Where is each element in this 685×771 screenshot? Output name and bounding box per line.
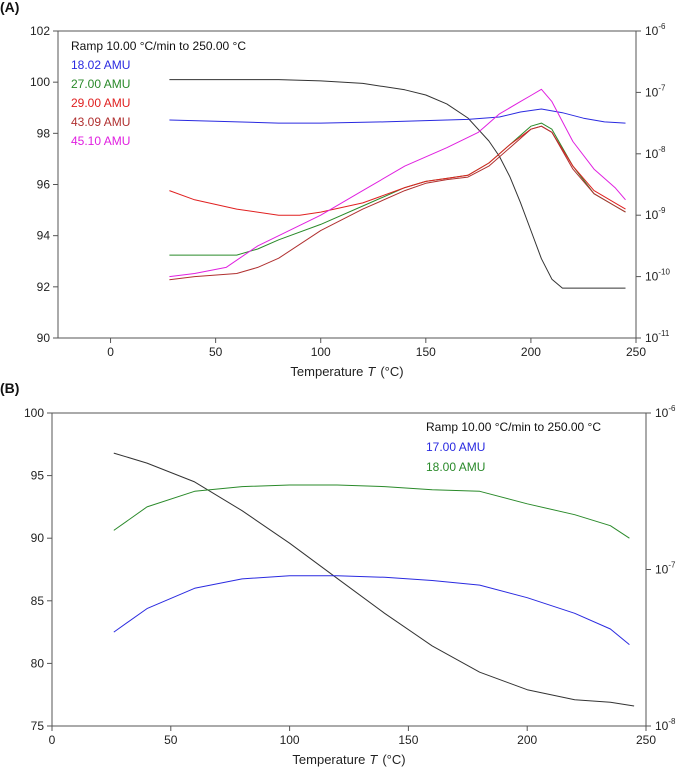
legend-entry: 45.10 AMU [71, 134, 130, 148]
y-tick-label-right: 10-8 [645, 145, 666, 161]
series-line-27-00-amu [169, 122, 626, 256]
x-tick-label: 50 [209, 345, 223, 359]
y-tick-label-left: 80 [31, 656, 45, 670]
x-tick-label: 50 [164, 733, 178, 747]
legend-title: Ramp 10.00 °C/min to 250.00 °C [71, 39, 246, 53]
y-tick-label-left: 90 [31, 531, 45, 545]
y-tick-label-left: 85 [31, 594, 45, 608]
y-tick-label-right: 10-9 [645, 206, 666, 222]
x-axis-label-unit: (°C) [382, 752, 405, 767]
x-tick-label: 150 [416, 345, 436, 359]
series-line-18-02-amu [169, 108, 626, 124]
x-tick-label: 150 [398, 733, 418, 747]
tick-exponent: -7 [668, 561, 676, 570]
y-tick-label-left: 98 [37, 126, 51, 140]
y-tick-label-left: 100 [30, 75, 50, 89]
x-tick-label: 0 [107, 345, 114, 359]
y-tick-label-left: 94 [37, 229, 51, 243]
series-line-mass- [169, 79, 626, 289]
tick-base: 10 [645, 147, 659, 161]
y-tick-label-right: 10-6 [645, 22, 666, 38]
plot-frame [57, 30, 637, 339]
y-tick-label-left: 90 [37, 331, 51, 345]
tick-exponent: -7 [658, 83, 666, 92]
tick-exponent: -9 [658, 206, 666, 215]
y-tick-label-right: 10-8 [655, 717, 676, 733]
x-axis-label-text: Temperature [290, 364, 363, 379]
series-line-43-09-amu [169, 125, 626, 281]
tick-base: 10 [645, 270, 659, 284]
tick-exponent: -10 [658, 268, 670, 277]
legend-entry: 18.00 AMU [426, 460, 485, 474]
y-tick-label-left: 92 [37, 280, 51, 294]
x-tick-label: 100 [280, 733, 300, 747]
x-tick-label: 250 [636, 733, 656, 747]
legend-entry: 18.02 AMU [71, 58, 130, 72]
x-axis-label-symbol: T [367, 364, 376, 379]
tick-base: 10 [655, 406, 669, 420]
y-tick-label-right: 10-11 [645, 329, 670, 345]
tick-exponent: -8 [668, 717, 676, 726]
x-axis-label-text: Temperature [292, 752, 365, 767]
legend-title: Ramp 10.00 °C/min to 250.00 °C [426, 420, 601, 434]
y-tick-label-left: 100 [24, 406, 44, 420]
x-axis-label: Temperature T (°C) [292, 752, 405, 767]
y-tick-label-right: 10-6 [655, 404, 676, 420]
tick-base: 10 [645, 85, 659, 99]
plot-frame [51, 412, 647, 727]
series-line-45-10-amu [169, 88, 626, 278]
tick-base: 10 [645, 24, 659, 38]
x-axis-label-unit: (°C) [380, 364, 403, 379]
x-tick-label: 0 [49, 733, 56, 747]
series-line-17-00-amu [113, 575, 630, 645]
x-axis-label-symbol: T [369, 752, 378, 767]
series-line-mass- [113, 452, 635, 707]
tick-base: 10 [645, 331, 659, 345]
panel-label: (A) [0, 0, 19, 15]
x-tick-label: 200 [517, 733, 537, 747]
x-tick-label: 100 [311, 345, 331, 359]
legend-entry: 27.00 AMU [71, 77, 130, 91]
y-tick-label-right: 10-10 [645, 268, 670, 284]
y-tick-label-left: 102 [30, 24, 50, 38]
tick-exponent: -11 [658, 329, 670, 338]
y-tick-label-left: 75 [31, 719, 45, 733]
series-line-29-00-amu [169, 125, 626, 216]
tick-base: 10 [655, 719, 669, 733]
y-tick-label-right: 10-7 [645, 83, 666, 99]
y-tick-label-right: 10-7 [655, 561, 676, 577]
legend-entry: 17.00 AMU [426, 440, 485, 454]
panel-label: (B) [0, 380, 19, 396]
tick-exponent: -6 [668, 404, 676, 413]
legend-entry: 29.00 AMU [71, 96, 130, 110]
tick-base: 10 [645, 208, 659, 222]
x-tick-label: 250 [626, 345, 646, 359]
y-tick-label-left: 96 [37, 178, 51, 192]
series-line-18-00-amu [113, 484, 630, 539]
tick-exponent: -8 [658, 145, 666, 154]
x-tick-label: 200 [521, 345, 541, 359]
x-axis-label: Temperature T (°C) [290, 364, 403, 379]
legend-entry: 43.09 AMU [71, 115, 130, 129]
tick-base: 10 [655, 563, 669, 577]
y-tick-label-left: 95 [31, 469, 45, 483]
tick-exponent: -6 [658, 22, 666, 31]
